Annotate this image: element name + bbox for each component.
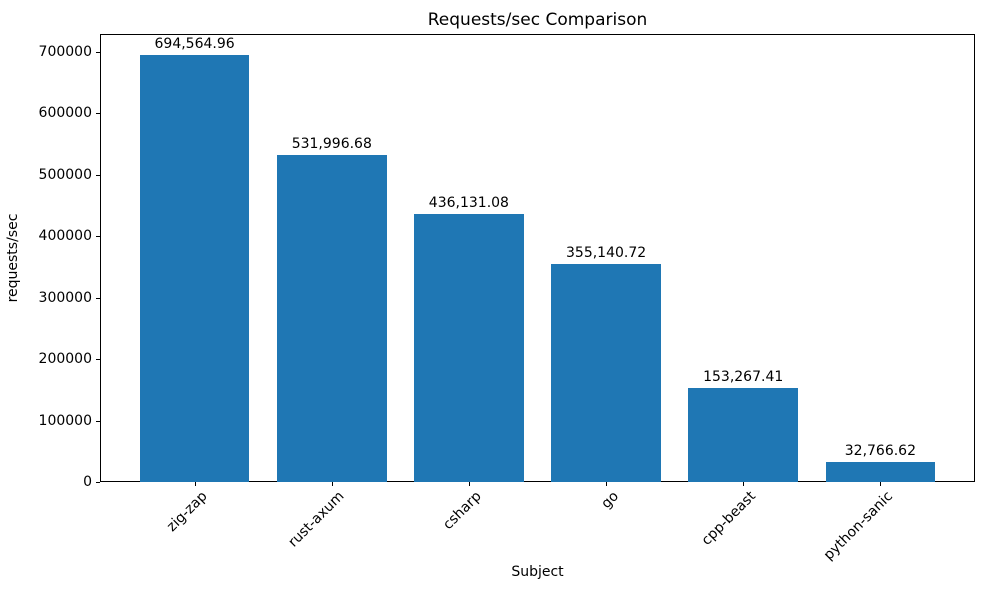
y-tick-label: 100000 xyxy=(38,412,92,429)
y-tick-mark xyxy=(96,113,100,115)
bar-value-label: 32,766.62 xyxy=(844,442,917,459)
bar xyxy=(551,263,661,482)
y-tick-mark xyxy=(96,482,100,483)
bar-value-label: 436,131.08 xyxy=(428,195,509,212)
bar-value-label: 531,996.68 xyxy=(291,136,372,153)
bar xyxy=(825,461,936,482)
bar-value-label: 153,267.41 xyxy=(703,368,784,385)
bar xyxy=(688,387,799,482)
x-tick-label: python-sanic xyxy=(820,488,897,564)
y-tick-mark xyxy=(96,359,100,361)
x-tick-mark xyxy=(331,482,333,486)
x-tick-mark xyxy=(743,482,745,486)
x-tick-mark xyxy=(880,482,882,486)
bar-value-label: 694,564.96 xyxy=(154,36,235,53)
x-tick-mark xyxy=(468,482,470,486)
x-tick-label: go xyxy=(598,488,622,512)
y-tick-label: 300000 xyxy=(38,289,92,306)
x-tick-label: rust-axum xyxy=(285,488,348,551)
y-tick-label: 400000 xyxy=(38,228,92,245)
y-axis-label: requests/sec xyxy=(5,213,21,303)
x-tick-mark xyxy=(194,482,196,486)
y-tick-label: 600000 xyxy=(38,105,92,122)
y-tick-label: 200000 xyxy=(38,351,92,368)
y-tick-mark xyxy=(96,52,100,53)
y-tick-label: 0 xyxy=(83,474,92,490)
bar xyxy=(414,214,524,482)
chart-title: Requests/sec Comparison xyxy=(427,10,648,30)
bar-value-label: 355,140.72 xyxy=(566,244,647,261)
y-tick-mark xyxy=(96,174,100,176)
bar xyxy=(139,55,250,482)
x-axis-label: Subject xyxy=(511,564,564,580)
x-tick-label: zig-zap xyxy=(163,488,211,535)
x-tick-mark xyxy=(606,482,608,486)
bar xyxy=(276,155,387,482)
x-tick-label: csharp xyxy=(439,488,485,533)
y-tick-mark xyxy=(96,420,100,422)
y-tick-mark xyxy=(96,236,100,238)
y-tick-label: 500000 xyxy=(38,166,92,183)
y-tick-mark xyxy=(96,297,100,299)
y-tick-label: 700000 xyxy=(38,44,92,60)
x-tick-label: cpp-beast xyxy=(698,488,759,549)
